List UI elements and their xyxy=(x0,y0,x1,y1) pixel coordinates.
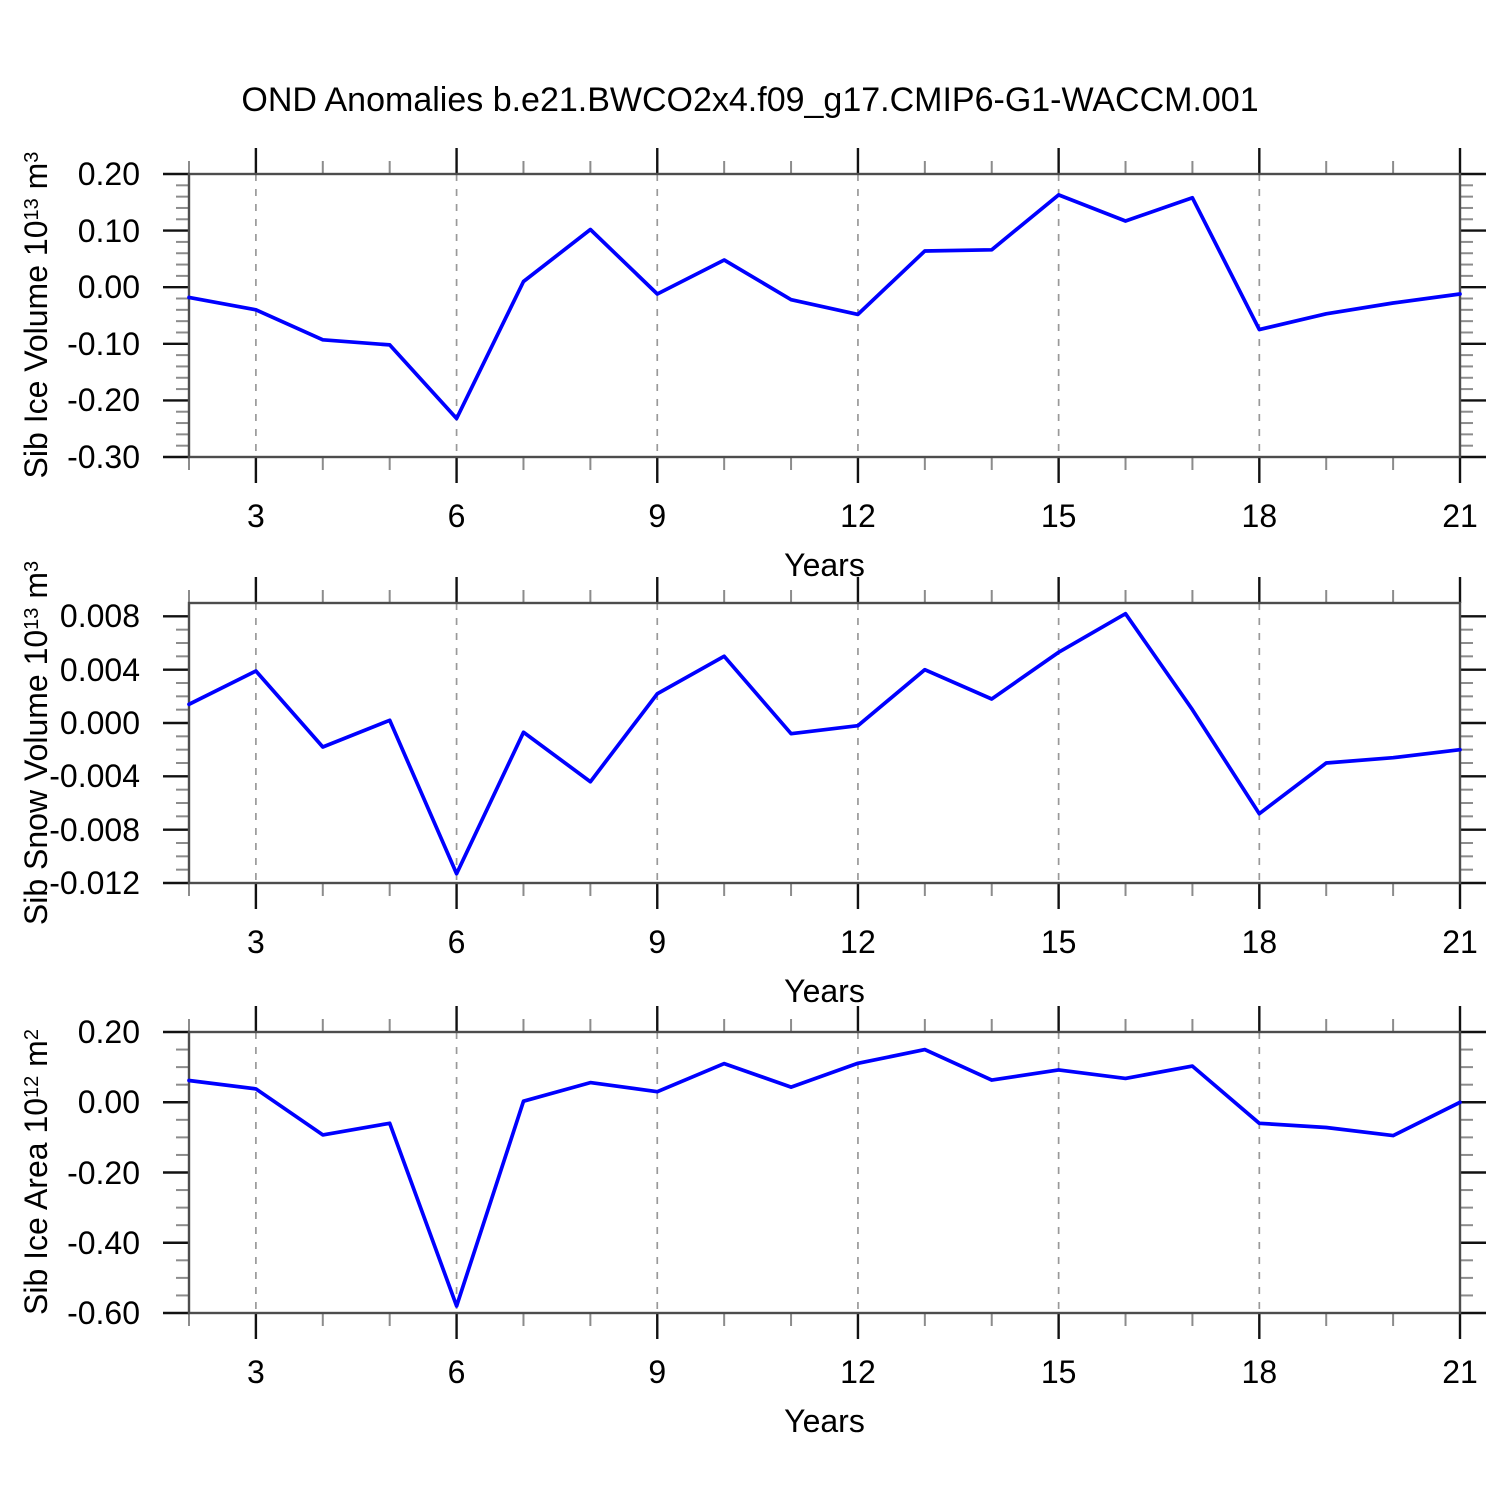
y-tick-label: 0.20 xyxy=(77,156,140,192)
y-tick-label: 0.000 xyxy=(59,705,140,741)
x-axis-title: Years xyxy=(784,547,865,583)
chart-title: OND Anomalies b.e21.BWCO2x4.f09_g17.CMIP… xyxy=(241,81,1259,119)
x-tick-label: 21 xyxy=(1442,498,1478,534)
data-line-sib-ice-area xyxy=(187,1047,1462,1308)
x-tick-label: 15 xyxy=(1040,924,1077,960)
y-tick-label: 0.004 xyxy=(59,651,140,688)
y-tick-label: -0.30 xyxy=(67,439,140,475)
x-tick-label: 9 xyxy=(648,1354,667,1390)
x-tick-label: 12 xyxy=(840,498,876,534)
y-tick-label: 0.00 xyxy=(77,269,140,306)
x-tick-label: 21 xyxy=(1442,1354,1478,1390)
x-tick-label: 15 xyxy=(1040,1354,1077,1390)
x-tick-label: 3 xyxy=(246,498,265,534)
y-tick-label: 0.20 xyxy=(77,1014,140,1050)
x-tick-label: 12 xyxy=(840,1354,876,1390)
y-tick-label: -0.20 xyxy=(67,382,140,419)
x-tick-label: 18 xyxy=(1241,924,1278,960)
x-tick-label: 3 xyxy=(246,924,265,960)
y-tick-label: 0.008 xyxy=(59,598,140,635)
x-tick-label: 6 xyxy=(447,498,466,534)
x-axis-title: Years xyxy=(784,1403,865,1439)
plot-box xyxy=(187,601,1462,885)
x-tick-label: 21 xyxy=(1442,924,1478,960)
x-tick-label: 9 xyxy=(648,924,667,960)
plot-box xyxy=(187,172,1462,459)
x-tick-label: 18 xyxy=(1241,1354,1278,1390)
y-tick-label: -0.10 xyxy=(67,325,140,362)
y-tick-label: -0.004 xyxy=(49,758,140,795)
plot-box xyxy=(187,1030,1462,1315)
x-axis-title: Years xyxy=(784,973,865,1009)
y-tick-label: 0.10 xyxy=(77,212,140,249)
y-tick-label: -0.012 xyxy=(49,865,140,901)
x-tick-label: 9 xyxy=(648,498,667,534)
y-tick-label: -0.40 xyxy=(67,1224,140,1261)
data-line-sib-ice-volume xyxy=(187,193,1462,421)
y-tick-label: -0.008 xyxy=(49,811,140,848)
x-tick-label: 18 xyxy=(1241,498,1278,534)
y-axis-title-text: Sib Ice Area 10 xyxy=(18,1097,54,1315)
x-tick-label: 3 xyxy=(246,1354,265,1390)
y-tick-label: 0.00 xyxy=(77,1084,140,1121)
data-line-sib-snow-volume xyxy=(187,611,1462,876)
y-tick-label: -0.60 xyxy=(67,1295,140,1331)
x-tick-label: 6 xyxy=(447,924,466,960)
x-tick-label: 6 xyxy=(447,1354,466,1390)
x-tick-label: 12 xyxy=(840,924,876,960)
y-axis-title-unit-exponent: 3 xyxy=(21,560,43,573)
x-tick-label: 15 xyxy=(1040,498,1077,534)
y-tick-label: -0.20 xyxy=(67,1154,140,1191)
